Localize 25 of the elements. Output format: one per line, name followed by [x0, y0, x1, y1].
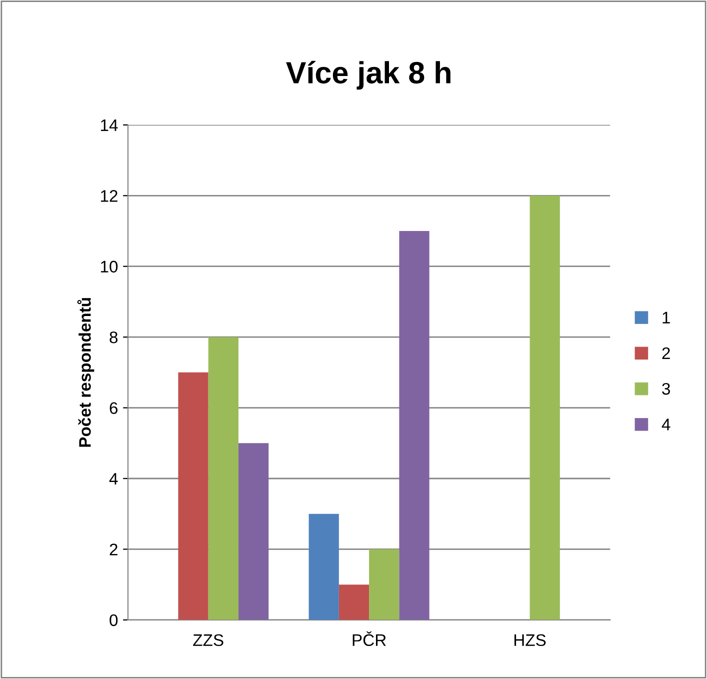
y-tick-label: 2: [110, 544, 118, 556]
bar: [530, 196, 560, 620]
y-tick-label: 14: [100, 120, 118, 131]
legend-label: 2: [662, 347, 670, 359]
chart-title: Více jak 8 h: [286, 60, 450, 90]
bar: [178, 372, 208, 620]
bar: [308, 514, 339, 620]
bar: [369, 549, 400, 620]
bar: [208, 337, 238, 620]
y-tick-label: 8: [110, 331, 118, 344]
y-tick-label: 4: [109, 473, 118, 485]
bar: [238, 443, 269, 620]
bar: [338, 584, 370, 620]
legend-label: 3: [662, 382, 670, 395]
legend-label: 4: [662, 418, 670, 430]
y-tick-label: 0: [110, 614, 118, 626]
legend-label: 1: [662, 312, 670, 324]
y-tick-label: 6: [110, 402, 118, 414]
y-axis-title: Počet respondentů: [77, 298, 94, 447]
y-tick-label: 12: [100, 190, 118, 202]
x-tick-label: PČR: [352, 631, 386, 646]
y-tick-label: 10: [100, 260, 118, 273]
bar: [399, 231, 430, 620]
x-tick-label: HZS: [514, 634, 546, 646]
x-tick-label: ZZS: [193, 634, 224, 646]
